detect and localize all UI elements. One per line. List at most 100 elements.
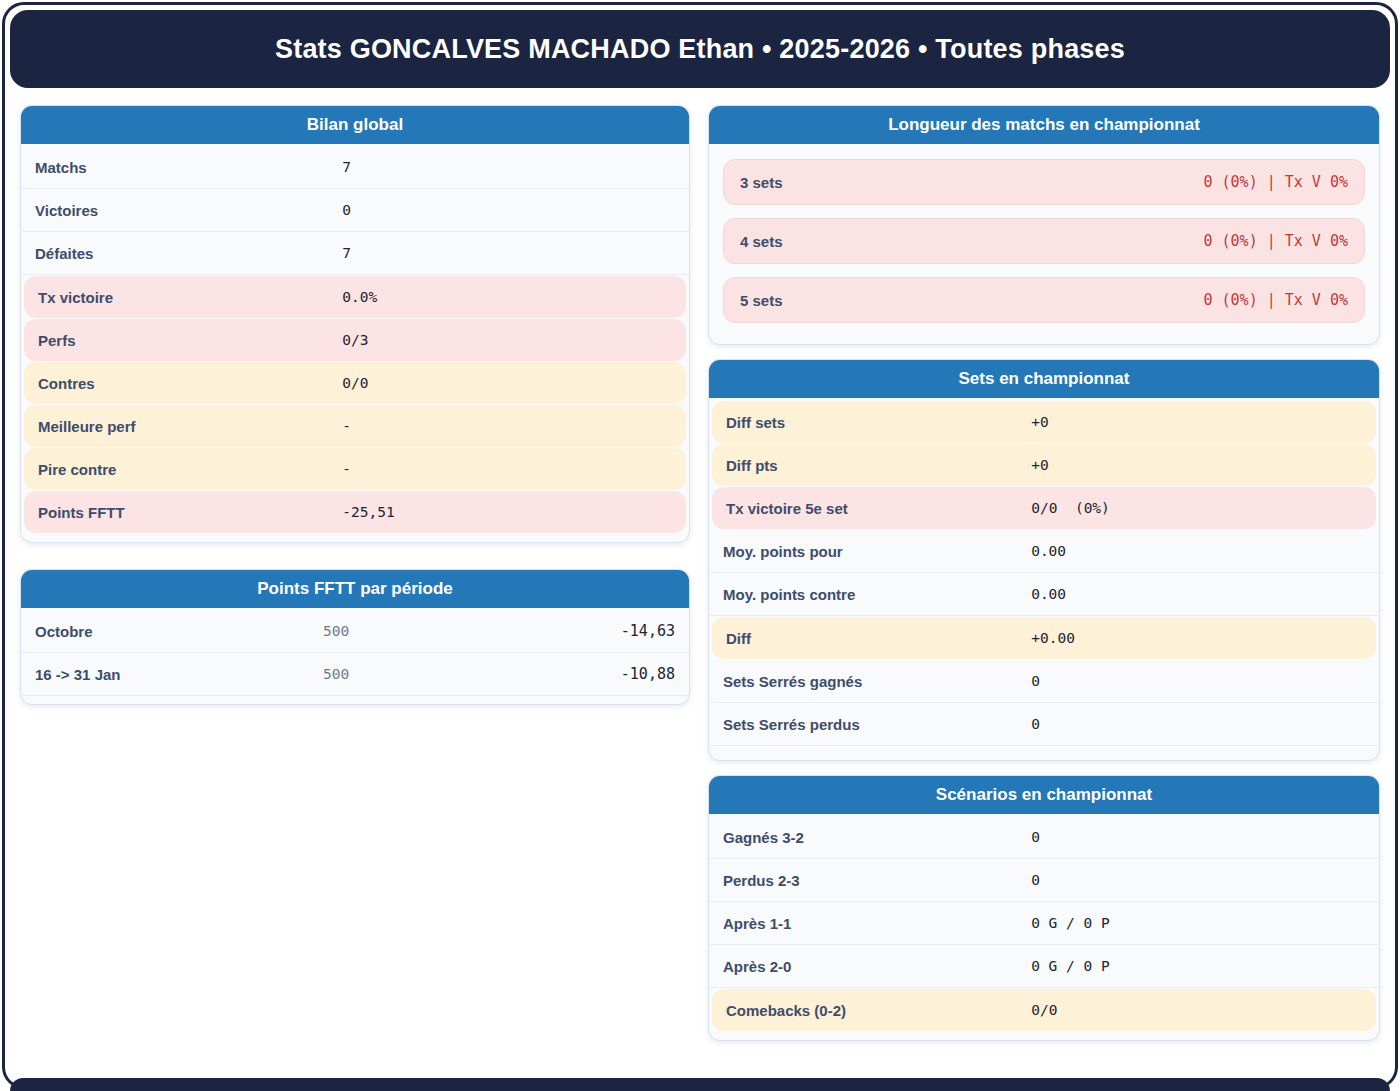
row-value: +0.00 <box>1031 630 1075 646</box>
row-label: Gagnés 3-2 <box>723 829 1031 846</box>
table-row: Tx victoire 5e set 0/0 (0%) <box>712 487 1376 529</box>
row-label: Diff <box>726 630 1031 647</box>
row-label: Perdus 2-3 <box>723 872 1031 889</box>
row-label: Pire contre <box>38 461 342 478</box>
card-body-periodes: Octobre 500 -14,63 16 -> 31 Jan 500 -10,… <box>21 608 689 704</box>
card-longueur-matchs: Longueur des matchs en championnat 3 set… <box>708 105 1380 345</box>
card-sets-championnat: Sets en championnat Diff sets +0 Diff pt… <box>708 359 1380 761</box>
table-row: Défaites 7 <box>21 232 689 275</box>
table-row: Perfs 0/3 <box>24 319 686 361</box>
row-value: 0/0 <box>1031 1002 1057 1018</box>
card-points-fftt-periode: Points FFTT par période Octobre 500 -14,… <box>20 569 690 705</box>
table-row: Comebacks (0-2) 0/0 <box>712 989 1376 1031</box>
row-value: 0/3 <box>342 332 368 348</box>
row-value: - <box>342 418 351 434</box>
row-base-points: 500 <box>323 666 349 682</box>
row-value: 0 <box>1031 716 1040 732</box>
row-value: 0 <box>1031 673 1040 689</box>
row-value: +0 <box>1031 414 1048 430</box>
row-value: 0 <box>342 202 351 218</box>
row-base-points: 500 <box>323 623 349 639</box>
table-row: Moy. points contre 0.00 <box>709 573 1379 616</box>
table-row: Perdus 2-3 0 <box>709 859 1379 902</box>
row-label: Sets Serrés gagnés <box>723 673 1031 690</box>
right-column: Longueur des matchs en championnat 3 set… <box>708 105 1380 1041</box>
table-row: Meilleure perf - <box>24 405 686 447</box>
table-row: Contres 0/0 <box>24 362 686 404</box>
card-body-bilan: Matchs 7 Victoires 0 Défaites 7 Tx victo… <box>21 144 689 542</box>
row-label: Moy. points pour <box>723 543 1031 560</box>
table-row: Octobre 500 -14,63 <box>21 610 689 653</box>
card-scenarios-championnat: Scénarios en championnat Gagnés 3-2 0 Pe… <box>708 775 1380 1041</box>
table-row: 16 -> 31 Jan 500 -10,88 <box>21 653 689 696</box>
row-value: -14,63 <box>621 622 675 640</box>
row-label: Points FFTT <box>38 504 342 521</box>
table-row: Après 2-0 0 G / 0 P <box>709 945 1379 988</box>
card-title-scenarios: Scénarios en championnat <box>709 776 1379 814</box>
row-value: 7 <box>342 245 351 261</box>
left-column: Bilan global Matchs 7 Victoires 0 Défait… <box>20 105 690 705</box>
row-value: 0.00 <box>1031 543 1066 559</box>
table-row: Matchs 7 <box>21 146 689 189</box>
row-label: Tx victoire 5e set <box>726 500 1031 517</box>
card-body-scenarios: Gagnés 3-2 0 Perdus 2-3 0 Après 1-1 0 G … <box>709 814 1379 1040</box>
card-bilan-global: Bilan global Matchs 7 Victoires 0 Défait… <box>20 105 690 543</box>
card-body-longueur: 3 sets 0 (0%) | Tx V 0% 4 sets 0 (0%) | … <box>709 144 1379 344</box>
row-value: 0.0% <box>342 289 377 305</box>
row-label: Victoires <box>35 202 342 219</box>
footer-bar <box>10 1078 1390 1091</box>
row-label: 5 sets <box>740 292 783 309</box>
page-title: Stats GONCALVES MACHADO Ethan • 2025-202… <box>275 34 1125 65</box>
card-title-bilan: Bilan global <box>21 106 689 144</box>
content-columns: Bilan global Matchs 7 Victoires 0 Défait… <box>0 88 1400 1041</box>
row-label: Défaites <box>35 245 342 262</box>
row-value: 0 (0%) | Tx V 0% <box>1204 291 1349 309</box>
row-label: Contres <box>38 375 342 392</box>
row-value: - <box>342 461 351 477</box>
table-row: Tx victoire 0.0% <box>24 276 686 318</box>
table-row: Victoires 0 <box>21 189 689 232</box>
table-row: Après 1-1 0 G / 0 P <box>709 902 1379 945</box>
row-value: 0 G / 0 P <box>1031 958 1110 974</box>
row-value: 0 G / 0 P <box>1031 915 1110 931</box>
row-value: 0 <box>1031 872 1040 888</box>
row-label: Sets Serrés perdus <box>723 716 1031 733</box>
table-row: Points FFTT -25,51 <box>24 491 686 533</box>
table-row: Diff +0.00 <box>712 617 1376 659</box>
row-value: -10,88 <box>621 665 675 683</box>
table-row: 3 sets 0 (0%) | Tx V 0% <box>723 159 1365 205</box>
row-value: 0 <box>1031 829 1040 845</box>
table-row: Diff pts +0 <box>712 444 1376 486</box>
row-label: Tx victoire <box>38 289 342 306</box>
row-label: Perfs <box>38 332 342 349</box>
row-value: 0.00 <box>1031 586 1066 602</box>
row-value: 0 (0%) | Tx V 0% <box>1204 232 1349 250</box>
row-value: 7 <box>342 159 351 175</box>
table-row: Sets Serrés perdus 0 <box>709 703 1379 746</box>
table-row: Gagnés 3-2 0 <box>709 816 1379 859</box>
row-value: 0 (0%) | Tx V 0% <box>1204 173 1349 191</box>
row-label: Octobre <box>35 623 323 640</box>
table-row: 5 sets 0 (0%) | Tx V 0% <box>723 277 1365 323</box>
row-label: Moy. points contre <box>723 586 1031 603</box>
row-value: -25,51 <box>342 504 394 520</box>
row-label: 16 -> 31 Jan <box>35 666 323 683</box>
table-row: Pire contre - <box>24 448 686 490</box>
card-body-sets: Diff sets +0 Diff pts +0 Tx victoire 5e … <box>709 398 1379 760</box>
row-label: Comebacks (0-2) <box>726 1002 1031 1019</box>
row-label: 3 sets <box>740 174 783 191</box>
row-label: Après 2-0 <box>723 958 1031 975</box>
row-label: Meilleure perf <box>38 418 342 435</box>
row-label: Matchs <box>35 159 342 176</box>
row-label: Après 1-1 <box>723 915 1031 932</box>
card-title-periodes: Points FFTT par période <box>21 570 689 608</box>
card-title-sets: Sets en championnat <box>709 360 1379 398</box>
table-row: 4 sets 0 (0%) | Tx V 0% <box>723 218 1365 264</box>
row-value: +0 <box>1031 457 1048 473</box>
row-label: Diff pts <box>726 457 1031 474</box>
table-row: Sets Serrés gagnés 0 <box>709 660 1379 703</box>
row-label: Diff sets <box>726 414 1031 431</box>
card-title-longueur: Longueur des matchs en championnat <box>709 106 1379 144</box>
table-row: Moy. points pour 0.00 <box>709 530 1379 573</box>
row-value: 0/0 <box>342 375 368 391</box>
